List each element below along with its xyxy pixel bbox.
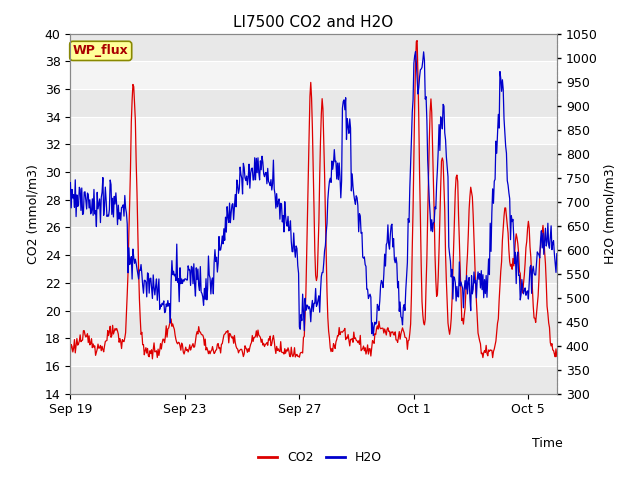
Bar: [70, 200, 557, 228]
Bar: [70, 311, 557, 338]
Bar: [70, 255, 557, 283]
Bar: [70, 228, 557, 255]
Bar: [70, 338, 557, 366]
Y-axis label: CO2 (mmol/m3): CO2 (mmol/m3): [26, 164, 39, 264]
Title: LI7500 CO2 and H2O: LI7500 CO2 and H2O: [234, 15, 394, 30]
Bar: [70, 172, 557, 200]
Bar: [70, 144, 557, 172]
Bar: [70, 117, 557, 144]
Bar: [70, 61, 557, 89]
Bar: [70, 34, 557, 61]
Bar: [70, 283, 557, 311]
Y-axis label: H2O (mmol/m3): H2O (mmol/m3): [604, 163, 616, 264]
Text: WP_flux: WP_flux: [73, 44, 129, 58]
Text: Time: Time: [532, 437, 563, 450]
Legend: CO2, H2O: CO2, H2O: [253, 446, 387, 469]
Bar: [70, 89, 557, 117]
Bar: [70, 366, 557, 394]
